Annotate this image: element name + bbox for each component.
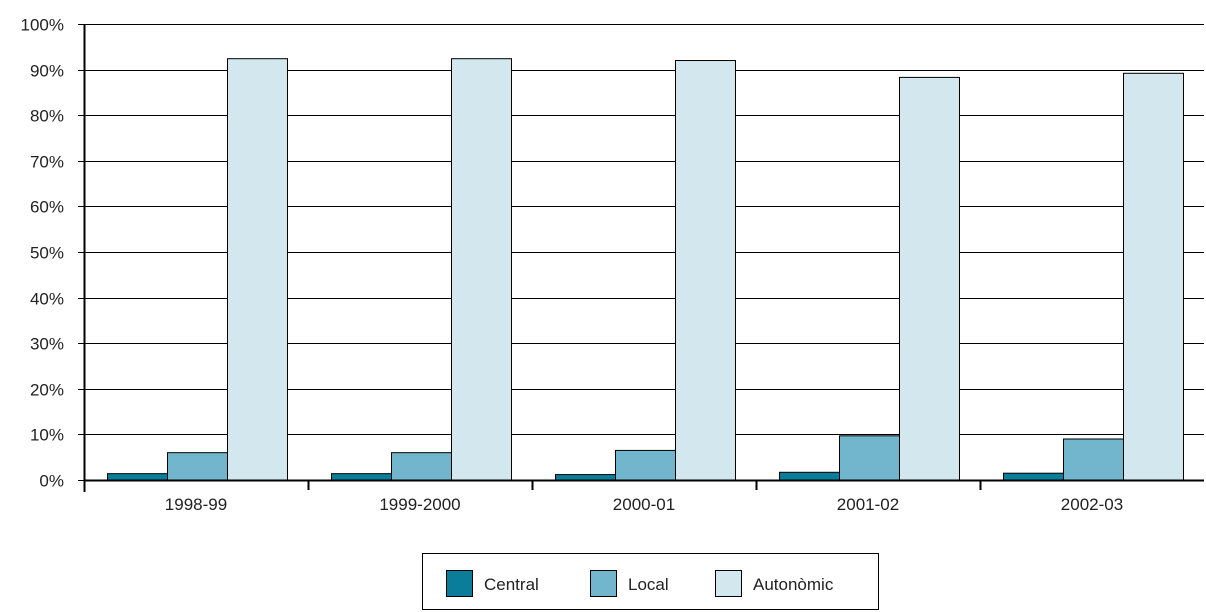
- x-tick-label: 1998-99: [165, 495, 227, 514]
- bar-central: [779, 471, 840, 481]
- y-tick-label: 90%: [30, 62, 64, 81]
- axes: [83, 24, 1204, 492]
- legend-box: [422, 553, 879, 610]
- bar-central: [107, 473, 168, 482]
- x-tick-label: 2000-01: [613, 495, 675, 514]
- y-tick-label: 60%: [30, 198, 64, 217]
- y-tick-label: 40%: [30, 290, 64, 309]
- y-tick-label: 80%: [30, 107, 64, 126]
- legend-label-central: Central: [484, 575, 539, 594]
- bar-autonòmic: [451, 58, 512, 481]
- y-tick-label: 10%: [30, 426, 64, 445]
- y-tick-label: 50%: [30, 244, 64, 263]
- y-tick-label: 0%: [39, 472, 64, 491]
- bar-central: [331, 473, 392, 482]
- bar-autonòmic: [227, 58, 288, 481]
- bar-local: [1063, 438, 1124, 481]
- bar-local: [167, 452, 228, 481]
- series-autonòmic: [227, 58, 1184, 482]
- x-tick-label: 2002-03: [1061, 495, 1123, 514]
- x-axis-ticks: 1998-99 1999-2000 2000-01 2001-02 2002-03: [165, 480, 1123, 514]
- legend-swatch-central: [446, 570, 473, 597]
- y-tick-label: 30%: [30, 335, 64, 354]
- bar-autonòmic: [1123, 72, 1184, 482]
- legend: Central Local Autonòmic: [422, 553, 879, 610]
- y-axis-ticks: 0% 10% 20% 30% 40% 50% 60% 70% 80% 90% 100%: [21, 16, 84, 491]
- y-tick-label: 100%: [21, 16, 64, 35]
- legend-swatch-autonòmic: [715, 570, 742, 597]
- bar-local: [391, 452, 452, 481]
- bar-local: [615, 449, 676, 481]
- y-tick-label: 20%: [30, 381, 64, 400]
- legend-swatch-local: [590, 570, 617, 597]
- bar-local: [839, 435, 900, 482]
- bars: [107, 58, 1184, 482]
- legend-label-local: Local: [628, 575, 669, 594]
- series-local: [167, 435, 1124, 482]
- y-tick-label: 70%: [30, 153, 64, 172]
- bar-autonòmic: [675, 60, 736, 482]
- bar-central: [1003, 472, 1064, 482]
- x-tick-label: 2001-02: [837, 495, 899, 514]
- legend-label-autonòmic: Autonòmic: [753, 575, 834, 594]
- x-tick-label: 1999-2000: [379, 495, 460, 514]
- bar-autonòmic: [899, 76, 960, 482]
